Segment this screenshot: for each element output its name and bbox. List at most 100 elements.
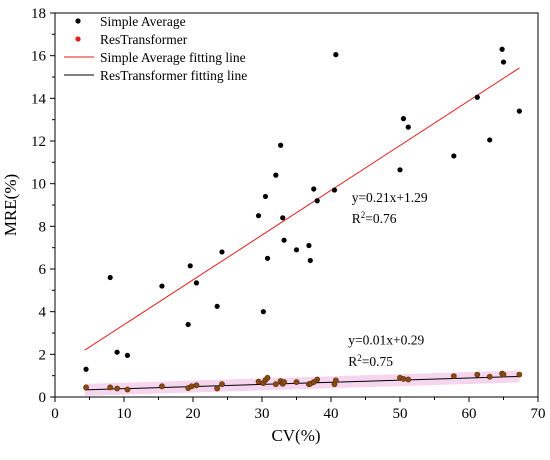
simple-average-point xyxy=(219,249,225,255)
simple-average-point xyxy=(114,349,120,355)
rt-r2-value: =0.75 xyxy=(362,354,393,369)
simple-average-point xyxy=(255,213,262,219)
simple-average-point xyxy=(264,255,271,261)
y-tick-label: 4 xyxy=(39,305,47,321)
y-tick-label: 10 xyxy=(31,177,46,193)
rt-r2-superscript: 2 xyxy=(357,353,362,363)
restransformer-point xyxy=(214,385,221,392)
axis-tick-labels: 0 10 20 30 40 50 60 70 0 2 4 6 8 10 12 14 16 18 xyxy=(31,6,546,422)
sa-equation: y=0.21x+1.29 xyxy=(352,190,428,205)
simple-average-fit-line xyxy=(84,67,520,351)
simple-average-point xyxy=(187,263,193,269)
simple-average-point xyxy=(311,186,317,192)
x-tick-label: 0 xyxy=(51,406,59,422)
simple-average-point xyxy=(306,242,312,249)
simple-average-point xyxy=(451,153,457,159)
restransformer-point xyxy=(124,386,131,393)
restransformer-point xyxy=(450,373,457,379)
restransformer-point xyxy=(272,381,279,388)
restransformer-point xyxy=(114,385,120,392)
restransformer-point xyxy=(516,371,523,378)
restransformer-point xyxy=(255,378,262,385)
restransformer-point xyxy=(264,374,271,381)
restransformer-point xyxy=(400,375,407,382)
legend-label-1: Simple Average xyxy=(100,14,186,29)
legend-label-2: ResTransformer xyxy=(100,32,188,47)
x-tick-label: 70 xyxy=(531,406,546,422)
restransformer-fit-line xyxy=(84,375,520,391)
restransformer-point xyxy=(107,384,114,391)
restransformer-point xyxy=(293,379,300,385)
simple-average-point xyxy=(474,94,480,100)
simple-average-point xyxy=(273,172,279,178)
simple-average-point xyxy=(159,283,165,289)
restransformer-point xyxy=(405,376,412,383)
simple-average-point xyxy=(214,303,220,309)
rt-r2-base: R xyxy=(348,354,357,369)
restransformer-point xyxy=(486,373,493,380)
rt-equation: y=0.01x+0.29 xyxy=(348,333,424,348)
simple-average-point xyxy=(314,198,320,204)
simple-average-point xyxy=(293,247,300,253)
x-tick-label: 50 xyxy=(393,406,408,422)
x-tick-label: 60 xyxy=(462,406,477,422)
y-axis-title: MRE(%) xyxy=(1,174,20,236)
x-axis-title: CV(%) xyxy=(271,426,320,445)
simple-average-point xyxy=(307,257,313,264)
simple-average-point xyxy=(331,187,338,193)
x-tick-label: 30 xyxy=(255,406,270,422)
legend-label-3: Simple Average fitting line xyxy=(100,50,246,65)
simple-average-point xyxy=(487,137,493,143)
restransformer-point xyxy=(332,377,339,384)
simple-average-point xyxy=(107,274,113,281)
simple-average-point xyxy=(516,108,522,114)
simple-average-point xyxy=(405,124,411,130)
simple-average-point xyxy=(281,237,287,243)
axis-ticks xyxy=(50,12,539,402)
y-tick-label: 6 xyxy=(39,262,47,278)
x-tick-label: 10 xyxy=(117,406,132,422)
restransformer-point xyxy=(193,382,200,389)
simple-average-point xyxy=(500,59,507,65)
simple-average-point xyxy=(193,280,200,286)
simple-average-point xyxy=(280,215,286,221)
sa-r2-value: =0.76 xyxy=(365,211,396,226)
sa-r2: R2=0.76 xyxy=(352,210,397,226)
restransformer-point xyxy=(281,379,287,385)
restransformer-point xyxy=(314,376,321,383)
simple-average-point xyxy=(333,52,339,58)
x-tick-label: 20 xyxy=(186,406,201,422)
restransformer-point xyxy=(474,371,481,378)
rt-r2: R2=0.75 xyxy=(348,353,393,369)
legend: Simple Average ResTransformer Simple Avera… xyxy=(64,14,247,83)
restransformer-point xyxy=(159,383,165,390)
sa-r2-base: R xyxy=(352,211,361,226)
simple-average-point xyxy=(83,366,89,372)
restransformer-point xyxy=(188,383,195,390)
x-tick-label: 40 xyxy=(324,406,339,422)
simple-average-point xyxy=(260,309,266,315)
legend-marker-2 xyxy=(75,36,81,42)
simple-average-point xyxy=(397,167,403,173)
simple-average-point xyxy=(262,193,269,200)
y-tick-label: 12 xyxy=(31,134,46,150)
simple-average-point xyxy=(185,321,191,328)
y-tick-label: 14 xyxy=(31,91,47,107)
fitting-lines xyxy=(84,67,520,391)
legend-label-4: ResTransformer fitting line xyxy=(100,68,247,83)
restransformer-point xyxy=(219,381,225,388)
restransformer-point xyxy=(500,371,507,378)
restransformer-point xyxy=(83,384,89,391)
simple-average-point xyxy=(124,352,131,358)
simple-average-point xyxy=(278,142,284,148)
sa-r2-superscript: 2 xyxy=(361,210,366,220)
y-tick-label: 18 xyxy=(31,6,46,22)
y-tick-label: 16 xyxy=(31,49,47,65)
y-tick-label: 2 xyxy=(39,347,47,363)
y-tick-label: 8 xyxy=(39,219,47,235)
simple-average-point xyxy=(400,116,407,122)
data-points xyxy=(83,46,523,393)
